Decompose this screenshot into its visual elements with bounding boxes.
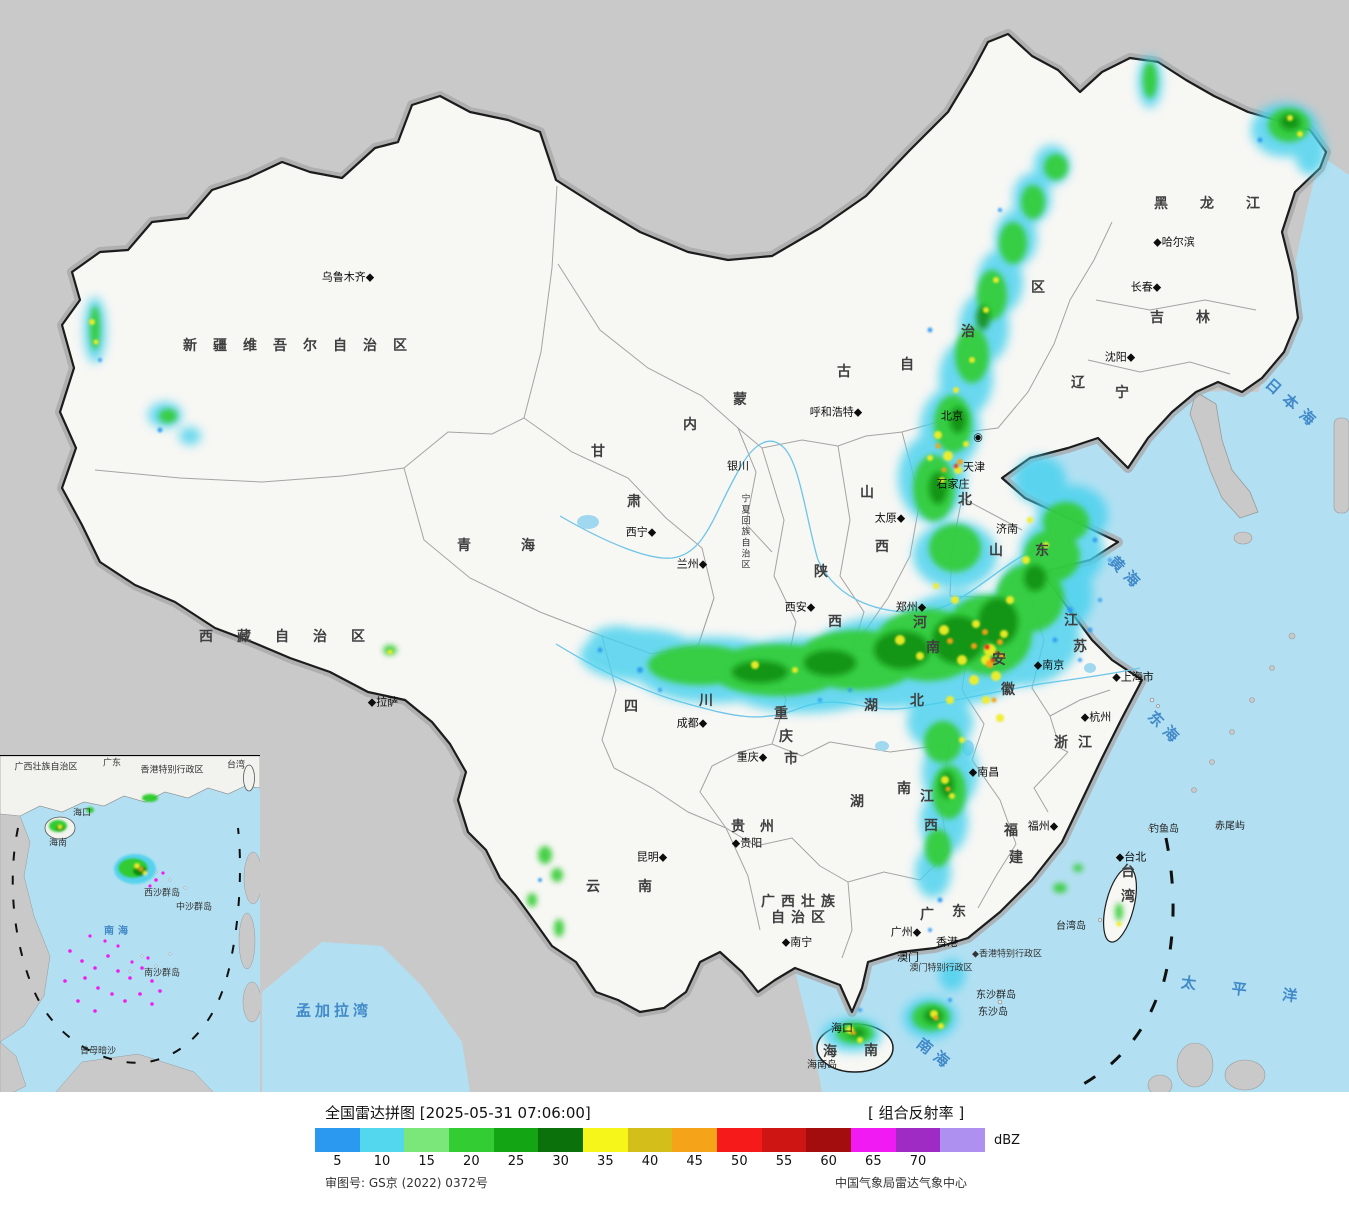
dbz-unit-label: dBZ — [994, 1133, 1021, 1148]
inset-canvas — [0, 756, 260, 1093]
dbz-tick-label: 10 — [373, 1154, 391, 1169]
radar-echo-orange-layer — [852, 443, 1005, 1035]
radar-echo-blue-specks — [98, 137, 1263, 1012]
dbz-tick-label: 60 — [820, 1154, 837, 1169]
china-radar-map: 新疆维吾尔自治区 乌鲁木齐◆ 西藏自治区 ◆拉萨 青海 西宁◆ 兰州◆ 甘肃内蒙古自治区呼和浩… — [0, 0, 1349, 1093]
dbz-swatch-7 — [583, 1128, 628, 1152]
dbz-swatch-13 — [851, 1128, 896, 1152]
product-label: [ 组合反射率 ] — [868, 1104, 965, 1122]
dbz-tick-label: 40 — [641, 1154, 659, 1169]
dbz-swatch-1 — [315, 1128, 360, 1152]
dbz-colorbar — [315, 1128, 986, 1152]
dbz-tick-label: 5 — [333, 1154, 342, 1169]
korea-peninsula — [1189, 391, 1259, 519]
dbz-tick-label: 35 — [597, 1154, 614, 1169]
inset-china-coast — [0, 756, 260, 817]
dbz-tick-label: 25 — [507, 1154, 525, 1169]
south-china-sea-inset: 广西壮族自治区 广东 香港特别行政区 台湾 海口 海南 西沙群岛 中沙群岛 南海 南沙群岛 曾母暗沙 — [0, 755, 260, 1093]
dbz-tick-label: 15 — [418, 1154, 435, 1169]
inset-taiwan — [243, 764, 255, 792]
legend-panel: 全国雷达拼图 [2025-05-31 07:06:00] [ 组合反射率 ] d… — [0, 1092, 1349, 1208]
dbz-tick-label: 55 — [775, 1154, 793, 1169]
radar-echo-red-layer — [954, 464, 999, 662]
sea-bay-of-bengal — [262, 942, 470, 1092]
dbz-swatch-14 — [895, 1128, 941, 1152]
dbz-swatch-12 — [806, 1128, 852, 1152]
dbz-tick-label: 50 — [731, 1154, 748, 1169]
dbz-swatch-5 — [493, 1128, 539, 1152]
inset-vietnam — [0, 813, 51, 1043]
sea-east — [795, 155, 1349, 1092]
approval-number: 审图号: GS京 (2022) 0372号 — [325, 1176, 488, 1190]
agency-name: 中国气象局雷达气象中心 — [835, 1176, 968, 1190]
map-canvas — [0, 0, 1349, 1092]
dbz-swatch-4 — [449, 1128, 494, 1152]
dbz-swatch-8 — [627, 1128, 673, 1152]
dbz-swatch-15 — [940, 1128, 986, 1152]
dbz-swatch-3 — [404, 1128, 450, 1152]
inset-radar-echoes — [49, 794, 158, 884]
map-title: 全国雷达拼图 [2025-05-31 07:06:00] — [325, 1104, 591, 1122]
dbz-swatch-10 — [717, 1128, 762, 1152]
foreign-islands — [1147, 417, 1349, 1092]
dbz-tick-label: 70 — [909, 1154, 927, 1169]
dbz-tick-label: 65 — [865, 1154, 882, 1169]
inset-interference-specks — [63, 871, 165, 1013]
dbz-tick-label: 45 — [686, 1154, 703, 1169]
dbz-tick-label: 30 — [552, 1154, 569, 1169]
dbz-swatch-9 — [672, 1128, 718, 1152]
inset-philippines — [238, 851, 260, 1023]
china-small-islands — [997, 697, 1220, 1005]
dbz-tick-label: 20 — [463, 1154, 480, 1169]
dbz-swatch-11 — [761, 1128, 807, 1152]
radar-echo-yellow-layer — [89, 115, 1303, 1043]
inset-malay — [0, 1041, 27, 1093]
dbz-swatch-2 — [359, 1128, 405, 1152]
maritime-boundary-dashes — [1079, 837, 1175, 1088]
inset-borneo — [54, 1053, 215, 1093]
dbz-swatch-6 — [538, 1128, 584, 1152]
